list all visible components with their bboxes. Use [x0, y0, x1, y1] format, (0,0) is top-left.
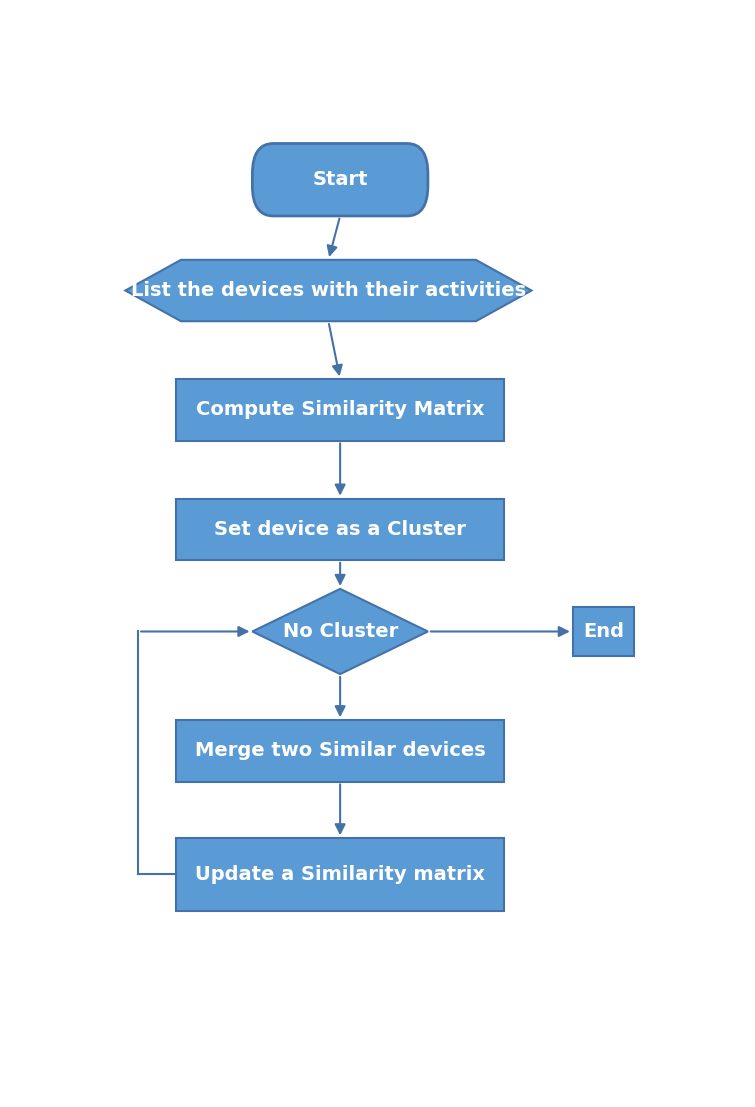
Text: End: End	[583, 622, 624, 641]
FancyBboxPatch shape	[573, 607, 634, 656]
Text: Start: Start	[313, 170, 368, 189]
FancyBboxPatch shape	[176, 498, 504, 560]
Text: Update a Similarity matrix: Update a Similarity matrix	[195, 865, 485, 883]
Text: No Cluster: No Cluster	[282, 622, 398, 641]
Text: Merge two Similar devices: Merge two Similar devices	[195, 742, 485, 761]
Text: Set device as a Cluster: Set device as a Cluster	[214, 519, 466, 539]
Polygon shape	[252, 589, 428, 674]
Text: List the devices with their activities: List the devices with their activities	[131, 281, 526, 300]
Polygon shape	[125, 260, 532, 321]
FancyBboxPatch shape	[176, 721, 504, 782]
Text: Compute Similarity Matrix: Compute Similarity Matrix	[196, 401, 485, 420]
FancyBboxPatch shape	[176, 380, 504, 441]
FancyBboxPatch shape	[252, 144, 428, 216]
FancyBboxPatch shape	[176, 838, 504, 911]
